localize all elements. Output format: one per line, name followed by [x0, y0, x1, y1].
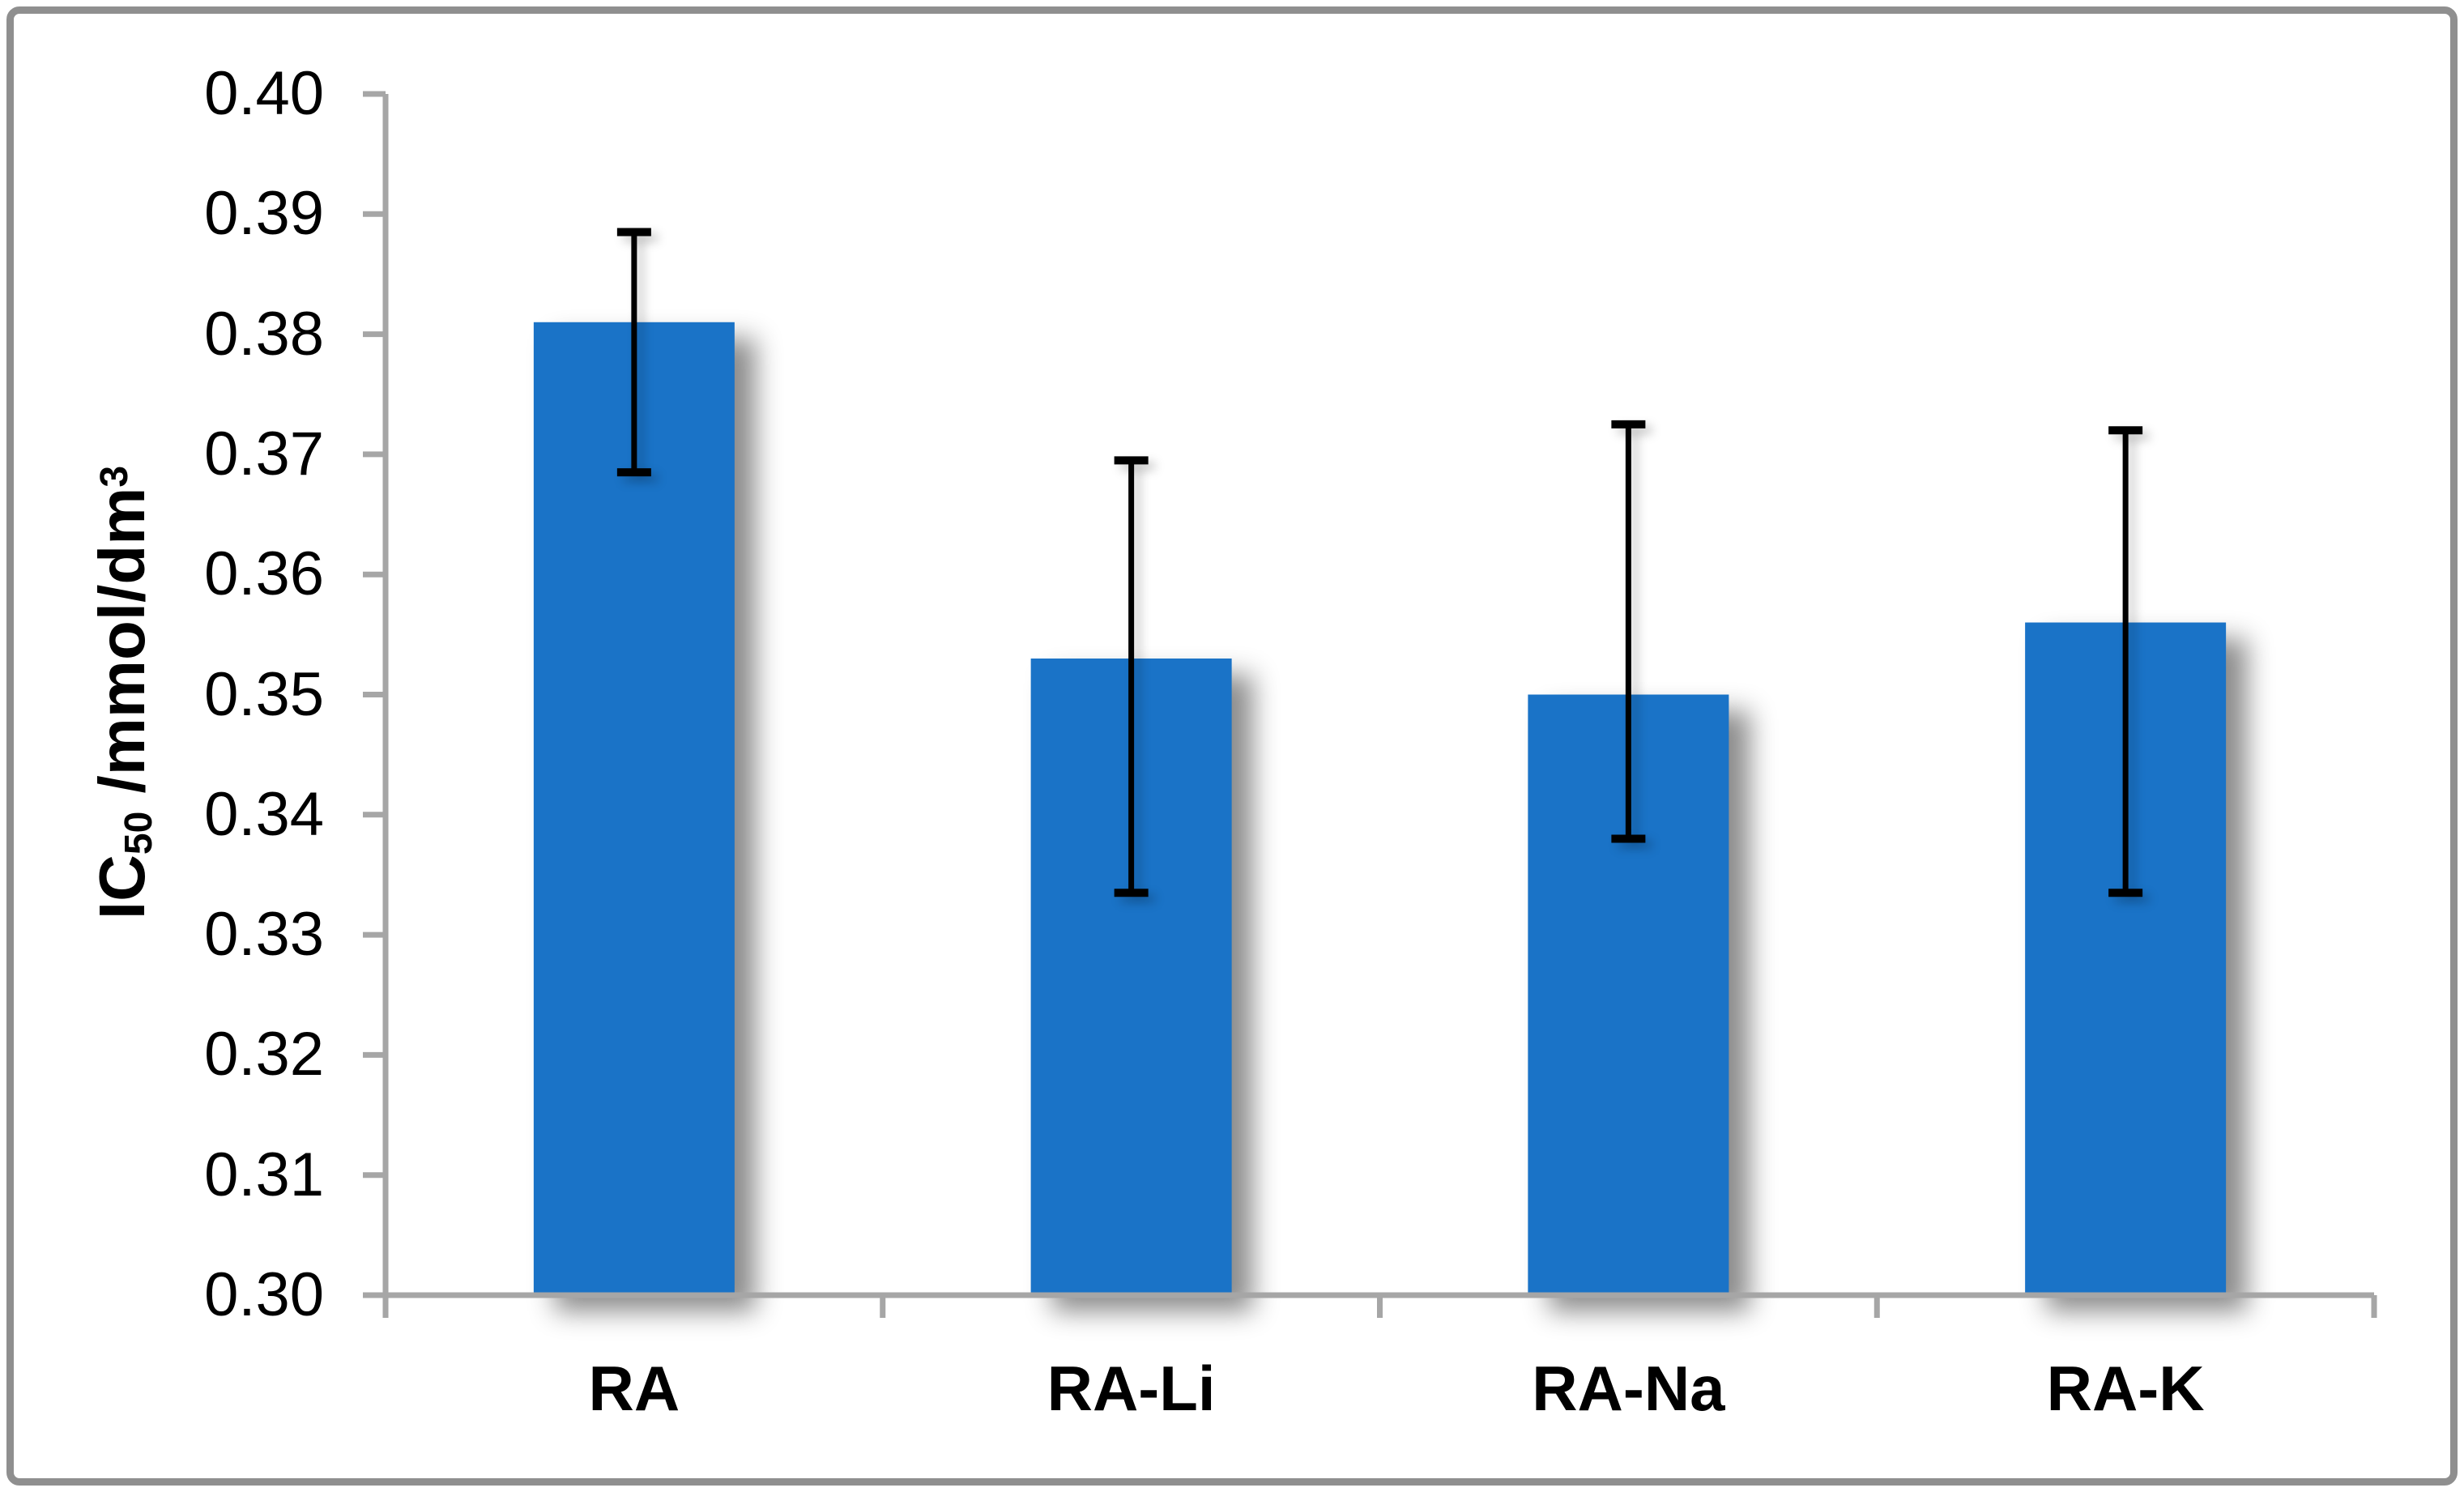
y-tick-label-0.39: 0.39	[204, 179, 324, 249]
y-tick-label-0.32: 0.32	[204, 1020, 324, 1089]
y-tick-label-0.40: 0.40	[204, 59, 324, 128]
y-tick-label-0.35: 0.35	[204, 659, 324, 729]
y-tick-label-0.33: 0.33	[204, 900, 324, 970]
y-tick-label-0.38: 0.38	[204, 299, 324, 369]
y-tick-label-0.30: 0.30	[204, 1260, 324, 1329]
y-axis-title-base: IC	[86, 855, 159, 920]
x-category-label-RA-K: RA-K	[2046, 1353, 2205, 1424]
y-axis-title: IC50 /mmol/dm3	[85, 466, 161, 919]
x-category-label-RA: RA	[588, 1353, 680, 1424]
x-category-label-RA-Li: RA-Li	[1047, 1353, 1216, 1424]
y-tick-label-0.36: 0.36	[204, 539, 324, 609]
x-category-label-RA-Na: RA-Na	[1532, 1353, 1725, 1424]
y-axis-title-subscript: 50	[117, 811, 160, 855]
y-tick-label-0.34: 0.34	[204, 779, 324, 849]
y-axis-title-units: /mmol/dm	[86, 487, 159, 812]
y-axis-title-superscript: 3	[93, 465, 137, 488]
bar-RA	[533, 322, 735, 1295]
y-tick-label-0.31: 0.31	[204, 1140, 324, 1209]
y-tick-label-0.37: 0.37	[204, 419, 324, 488]
